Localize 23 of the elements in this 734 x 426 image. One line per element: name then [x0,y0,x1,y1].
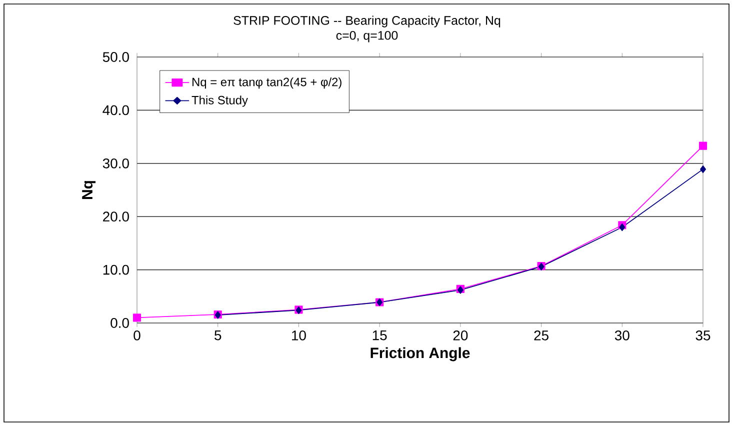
x-tick-label: 30 [614,330,630,340]
chart-title: STRIP FOOTING -- Bearing Capacity Factor, Nq [234,16,500,28]
y-tick-label: 20.0 [103,212,129,222]
x-tick-label: 10 [292,330,306,340]
legend-label: Nq = eπ tanφ tan2(45 + φ/2) [192,77,342,89]
y-tick-label: 10.0 [103,264,129,275]
y-tick-label: 0.0 [110,318,129,328]
y-tick-label: 40.0 [102,105,129,116]
x-tick-label: 0 [134,330,140,340]
x-axis-title: Friction Angle [370,347,470,362]
y-axis-title: Nq [82,181,96,199]
x-tick-label: 35 [696,330,710,340]
x-tick-label: 15 [372,330,387,340]
point [698,142,708,150]
legend-label: This Study [192,96,248,107]
y-tick-label: 30.0 [102,158,129,168]
y-tick-label: 50.0 [102,52,129,62]
x-tick-label: 20 [453,330,468,340]
x-tick-label: 5 [214,330,222,340]
point [132,314,142,322]
chart-subtitle: c=0, q=100 [336,31,398,42]
point [700,165,706,174]
x-tick-label: 25 [534,330,548,340]
